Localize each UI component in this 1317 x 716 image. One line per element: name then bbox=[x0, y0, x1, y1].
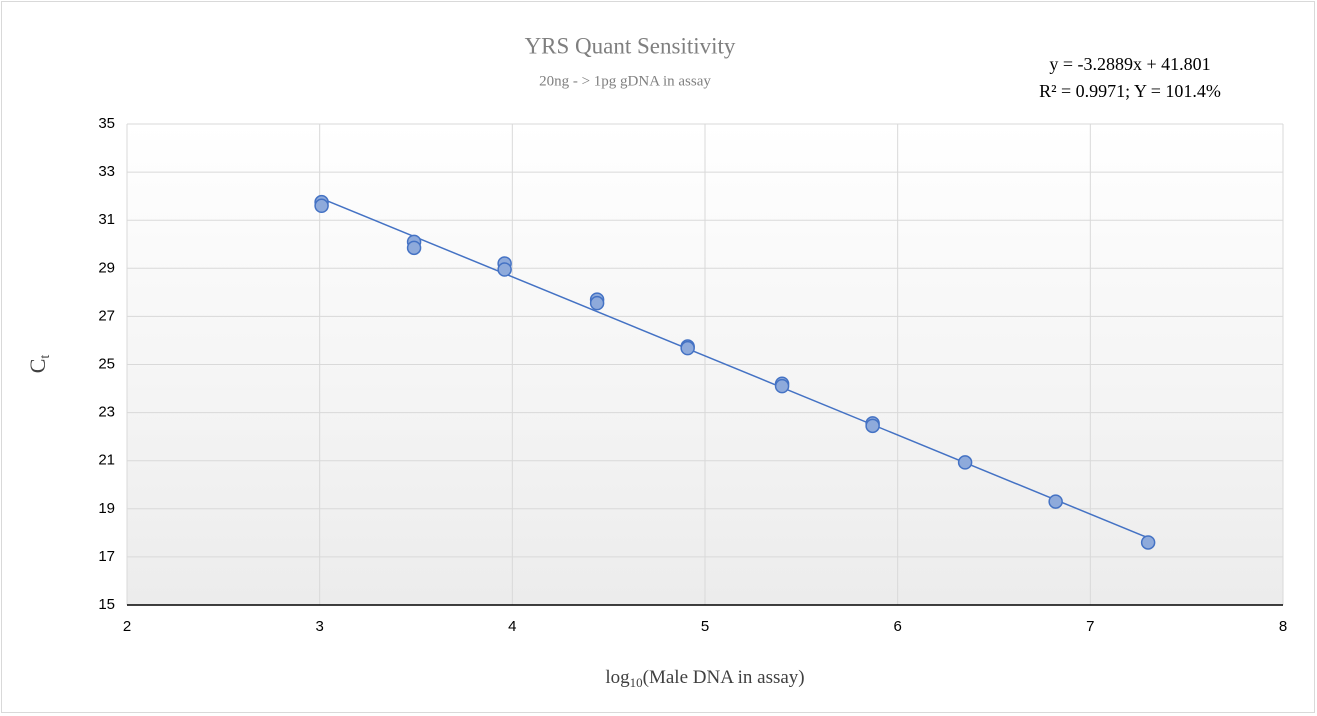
data-point bbox=[680, 340, 695, 356]
x-axis-title-rest: (Male DNA in assay) bbox=[643, 667, 805, 688]
x-tick-label: 4 bbox=[508, 618, 516, 635]
y-tick-label: 33 bbox=[98, 163, 115, 180]
y-tick-label: 25 bbox=[98, 355, 115, 372]
trendline-equation: y = -3.2889x + 41.801 bbox=[1049, 54, 1210, 74]
y-tick-label: 15 bbox=[98, 596, 115, 613]
data-point bbox=[406, 240, 422, 256]
x-axis-title: log10(Male DNA in assay) bbox=[605, 667, 804, 690]
y-tick-label: 31 bbox=[98, 211, 115, 228]
x-tick-label: 5 bbox=[701, 618, 709, 635]
y-tick-label: 27 bbox=[98, 307, 115, 324]
data-point bbox=[1140, 535, 1156, 550]
y-tick-label: 21 bbox=[98, 452, 115, 469]
x-tick-label: 2 bbox=[123, 618, 131, 635]
data-point bbox=[957, 455, 973, 470]
data-point bbox=[865, 418, 880, 434]
y-tick-label: 35 bbox=[98, 115, 115, 132]
y-tick-label: 29 bbox=[98, 259, 115, 276]
y-axis-title-sub: t bbox=[38, 355, 53, 359]
x-axis-title-main: log bbox=[605, 667, 630, 688]
x-tick-label: 7 bbox=[1086, 618, 1094, 635]
chart-title: YRS Quant Sensitivity bbox=[525, 33, 736, 58]
x-tick-label: 3 bbox=[315, 618, 323, 635]
y-axis-title-main: C bbox=[25, 359, 50, 374]
x-tick-label: 6 bbox=[893, 618, 901, 635]
data-point bbox=[497, 262, 512, 277]
y-axis-title: Ct bbox=[25, 355, 53, 374]
data-point bbox=[589, 295, 605, 311]
data-point bbox=[1048, 494, 1063, 509]
trendline-stats: R² = 0.9971; Y = 101.4% bbox=[1039, 81, 1221, 101]
data-point bbox=[314, 198, 329, 214]
data-point bbox=[774, 378, 790, 394]
x-axis-title-sub: 10 bbox=[630, 675, 643, 690]
y-tick-label: 23 bbox=[98, 404, 115, 421]
x-tick-label: 8 bbox=[1279, 618, 1287, 635]
chart-subtitle: 20ng - > 1pg gDNA in assay bbox=[539, 73, 711, 89]
y-tick-label: 17 bbox=[98, 548, 115, 565]
y-tick-label: 19 bbox=[98, 500, 115, 517]
trendline bbox=[321, 197, 1149, 539]
